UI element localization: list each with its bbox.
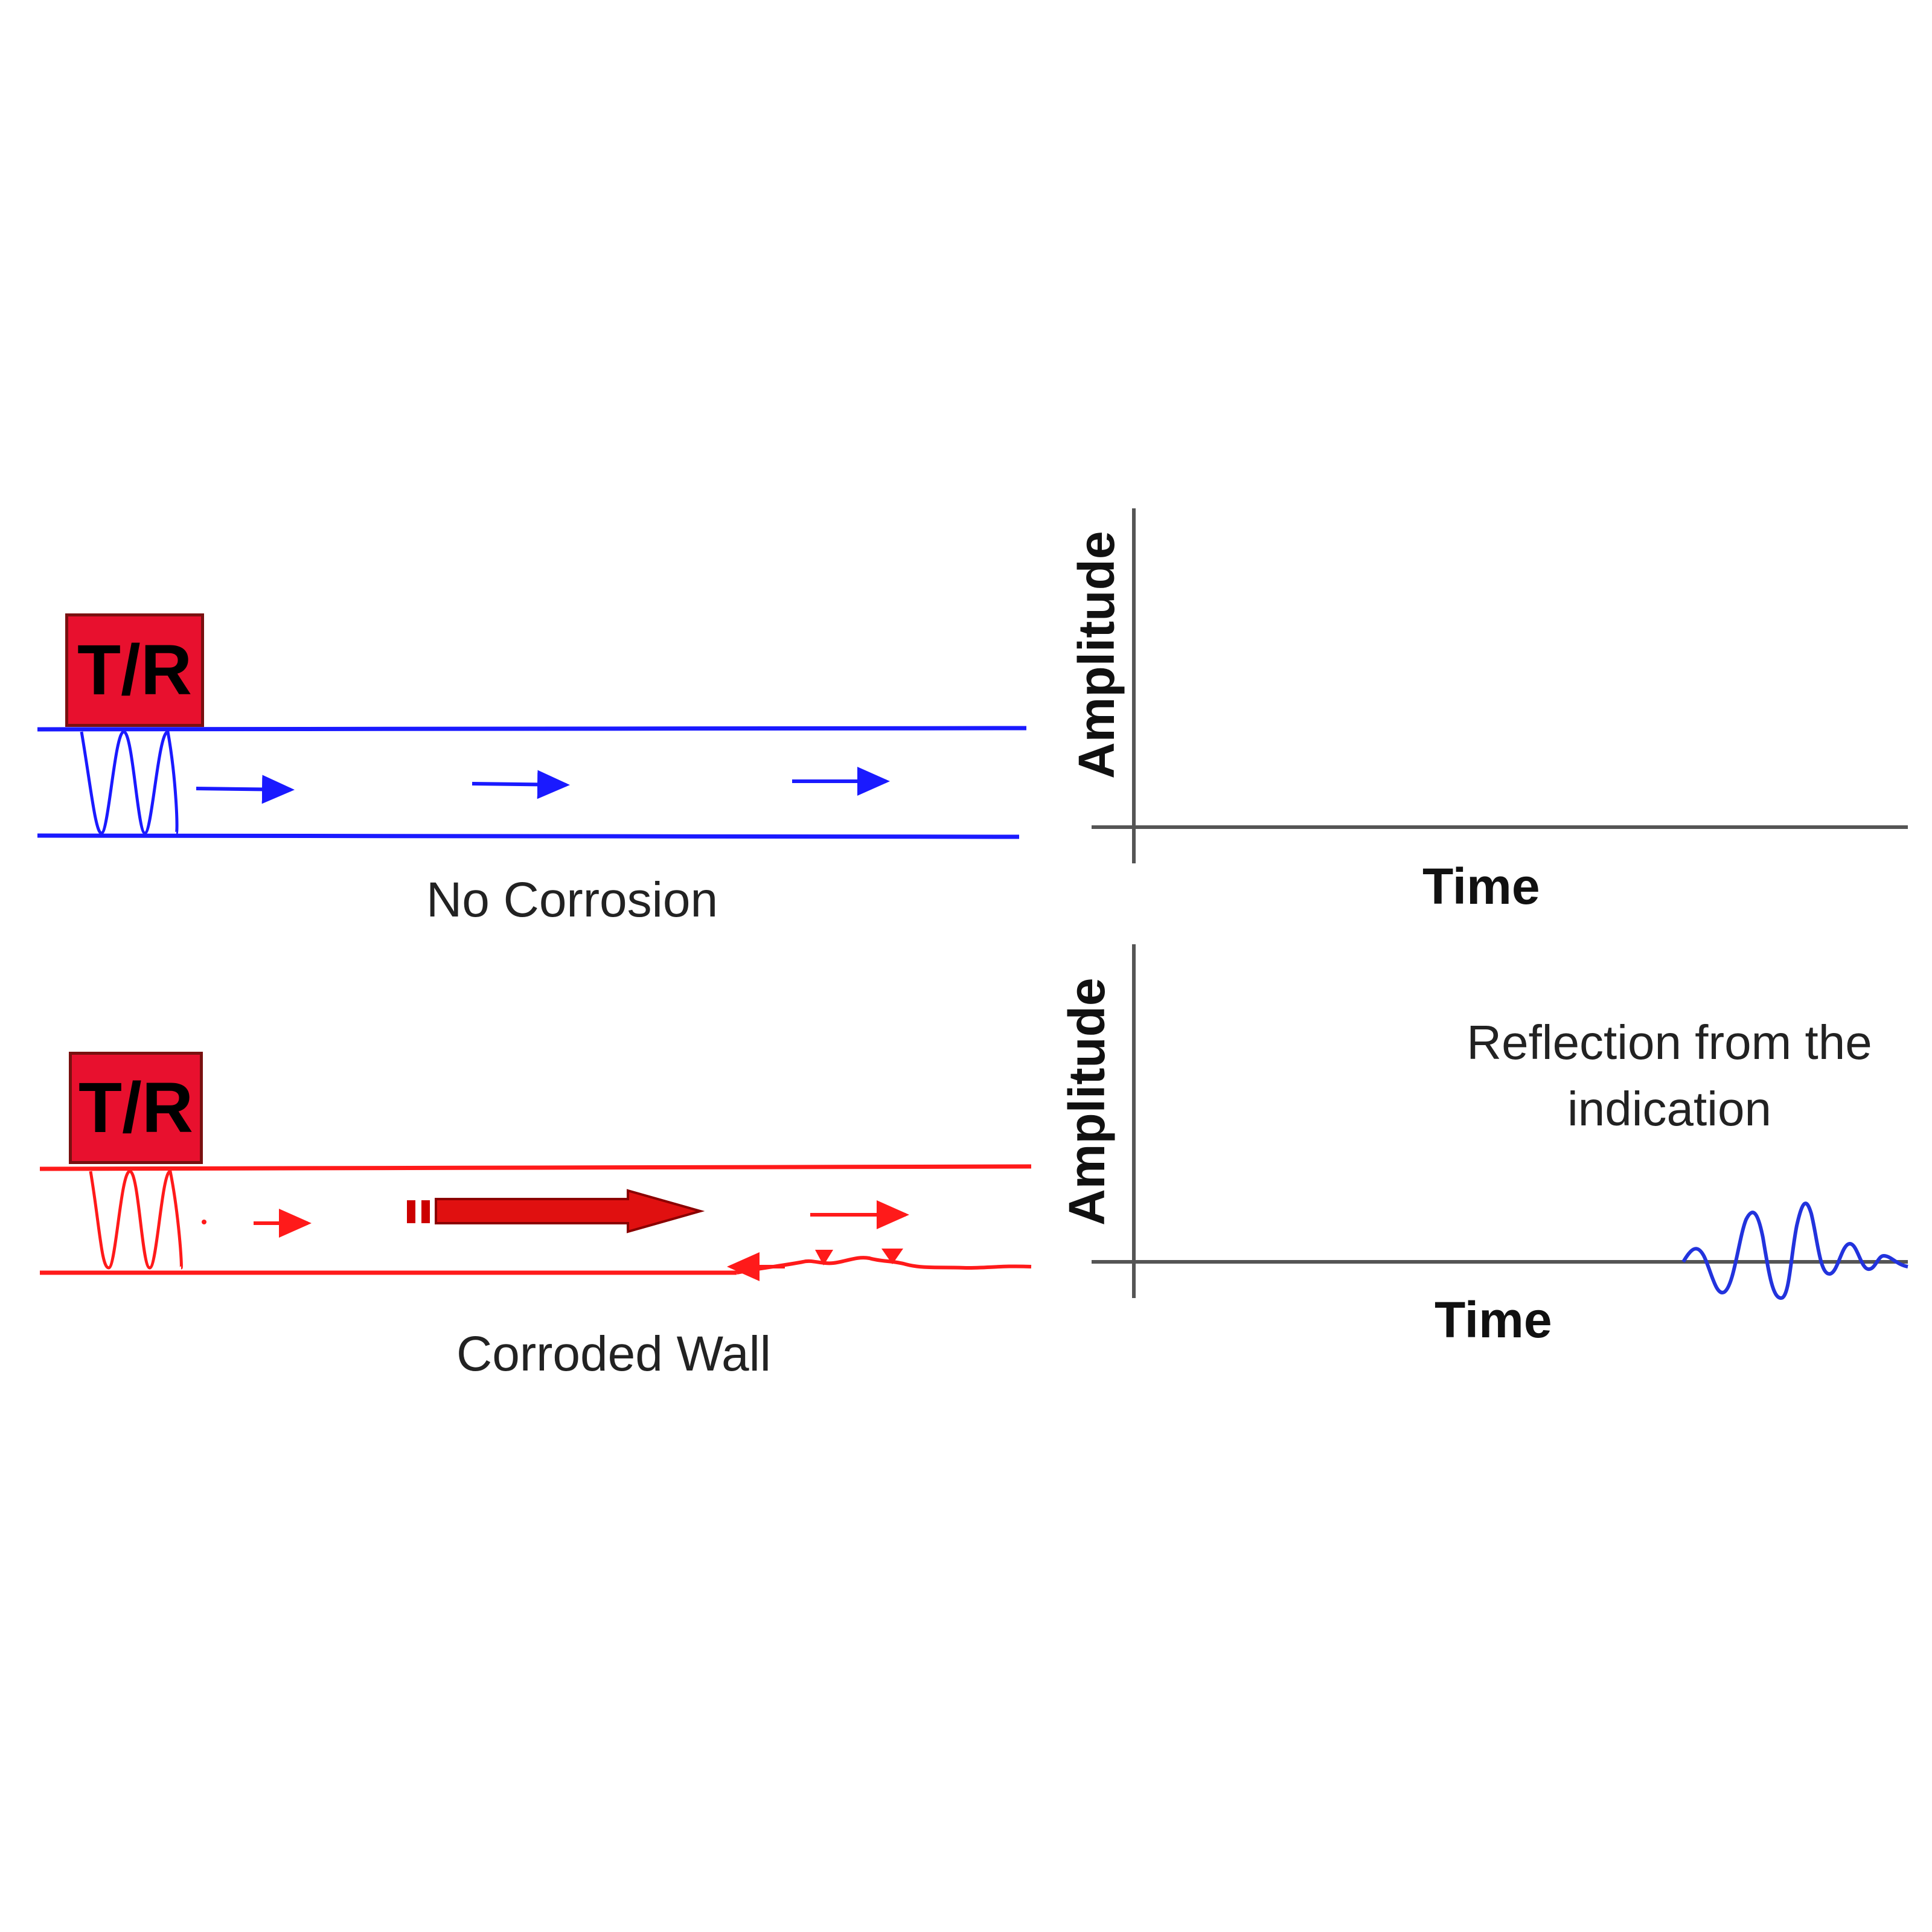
- transducer-label: T/R: [77, 630, 193, 710]
- reflection-annotation: Reflection from the indication: [1419, 1009, 1920, 1142]
- large-wave-arrow: [407, 1189, 705, 1233]
- annotation-line: Reflection from the: [1467, 1016, 1872, 1069]
- reflection-marker: [881, 1249, 903, 1264]
- excitation-pulse: [80, 730, 179, 835]
- pipe-bottom-wall: [37, 833, 1020, 839]
- reflection-signal: [1681, 1201, 1908, 1300]
- excitation-pulse: [89, 1169, 183, 1270]
- corroded-wall-profile: [736, 1256, 1032, 1275]
- wave-arrow: [472, 770, 570, 799]
- top-plot-ylabel: Amplitude: [1068, 531, 1125, 779]
- bottom-plot-ylabel: Amplitude: [1058, 977, 1115, 1226]
- top-plot-axes: [1092, 508, 1908, 863]
- bottom-plot-axes: [1092, 944, 1908, 1300]
- pulse-dot: [202, 1220, 206, 1224]
- annotation-line: indication: [1567, 1082, 1771, 1136]
- bottom-plot-xlabel: Time: [1435, 1291, 1552, 1348]
- transducer-label: T/R: [78, 1068, 194, 1148]
- caption-corroded-wall: Corroded Wall: [456, 1326, 772, 1381]
- pipe-top-wall: [39, 1164, 1032, 1171]
- pipe-corroded-wall: [39, 1164, 1032, 1281]
- pipe-top-wall: [37, 726, 1027, 732]
- pipe-no-corrosion: [37, 726, 1027, 839]
- transducer-no-corrosion: T/R: [65, 613, 204, 727]
- caption-no-corrosion: No Corrosion: [426, 872, 718, 927]
- top-plot-xlabel: Time: [1422, 858, 1540, 915]
- transducer-corroded: T/R: [69, 1052, 203, 1164]
- wave-arrow: [196, 775, 295, 804]
- reflection-marker: [815, 1250, 833, 1265]
